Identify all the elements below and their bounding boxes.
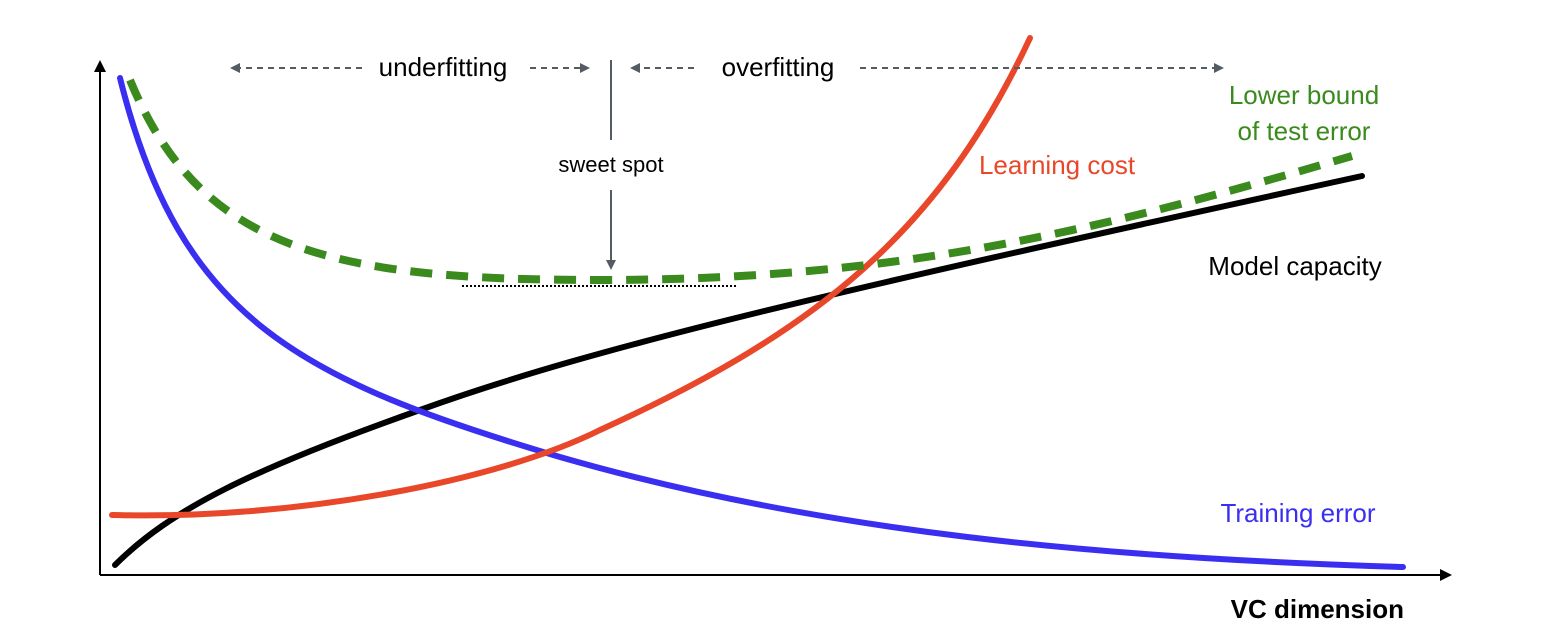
overfitting-label: overfitting xyxy=(722,52,835,82)
x-axis-label: VC dimension xyxy=(1231,594,1404,624)
underfitting-label: underfitting xyxy=(379,52,508,82)
lower-bound-label-line1: Lower bound xyxy=(1229,80,1379,110)
model-capacity-label: Model capacity xyxy=(1208,251,1381,281)
learning-cost-label: Learning cost xyxy=(979,150,1136,180)
lower-bound-test-error-curve xyxy=(126,78,1354,285)
learning-cost-curve xyxy=(109,35,1033,519)
model-capacity-curve xyxy=(112,173,1365,568)
sweet-spot-label: sweet spot xyxy=(558,152,663,177)
training-error-label: Training error xyxy=(1220,498,1375,528)
lower-bound-label-line2: of test error xyxy=(1238,116,1371,146)
training-error-curve xyxy=(117,75,1406,570)
